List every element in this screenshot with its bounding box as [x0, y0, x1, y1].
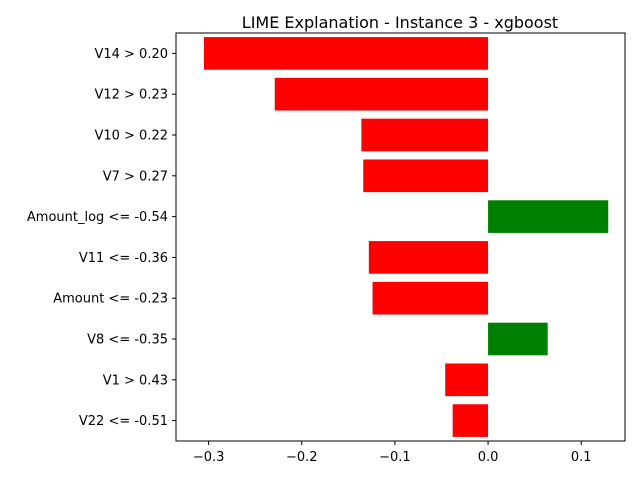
y-tick-label-5: V11 <= -0.36 — [79, 251, 168, 266]
x-tick-label-2: −0.1 — [379, 450, 411, 465]
bar-5 — [368, 241, 489, 274]
bar-6 — [372, 281, 489, 315]
plot-frame — [175, 32, 626, 442]
x-tick-label-4: 0.1 — [571, 450, 592, 465]
y-tick-label-3: V7 > 0.27 — [103, 169, 168, 184]
y-tick-label-8: V1 > 0.43 — [103, 373, 168, 388]
y-tick-label-1: V12 > 0.23 — [94, 88, 168, 103]
bar-8 — [445, 363, 489, 397]
bar-0 — [203, 37, 489, 70]
y-tick-label-9: V22 <= -0.51 — [79, 414, 168, 429]
x-tick-label-0: −0.3 — [193, 450, 225, 465]
bar-3 — [363, 159, 489, 193]
y-tick-label-6: Amount <= -0.23 — [53, 292, 168, 307]
x-tick-label-3: 0.0 — [478, 450, 499, 465]
y-axis-ticks: V14 > 0.20 V12 > 0.23 V10 > 0.22 V7 > 0.27 A… — [27, 47, 176, 429]
y-tick-label-0: V14 > 0.20 — [94, 47, 168, 62]
y-tick-label-2: V10 > 0.22 — [94, 129, 168, 144]
x-tick-label-1: −0.2 — [286, 450, 318, 465]
bar-7 — [488, 322, 548, 356]
bar-4 — [488, 200, 609, 233]
bars-group — [203, 37, 609, 437]
bar-2 — [361, 118, 489, 152]
chart-title: LIME Explanation - Instance 3 - xgboost — [242, 13, 558, 32]
x-axis-ticks: −0.3 −0.2 −0.1 0.0 0.1 — [193, 441, 592, 465]
bar-1 — [274, 77, 489, 111]
y-tick-label-7: V8 <= -0.35 — [87, 333, 168, 348]
bar-9 — [452, 404, 489, 437]
y-tick-label-4: Amount_log <= -0.54 — [27, 210, 168, 225]
